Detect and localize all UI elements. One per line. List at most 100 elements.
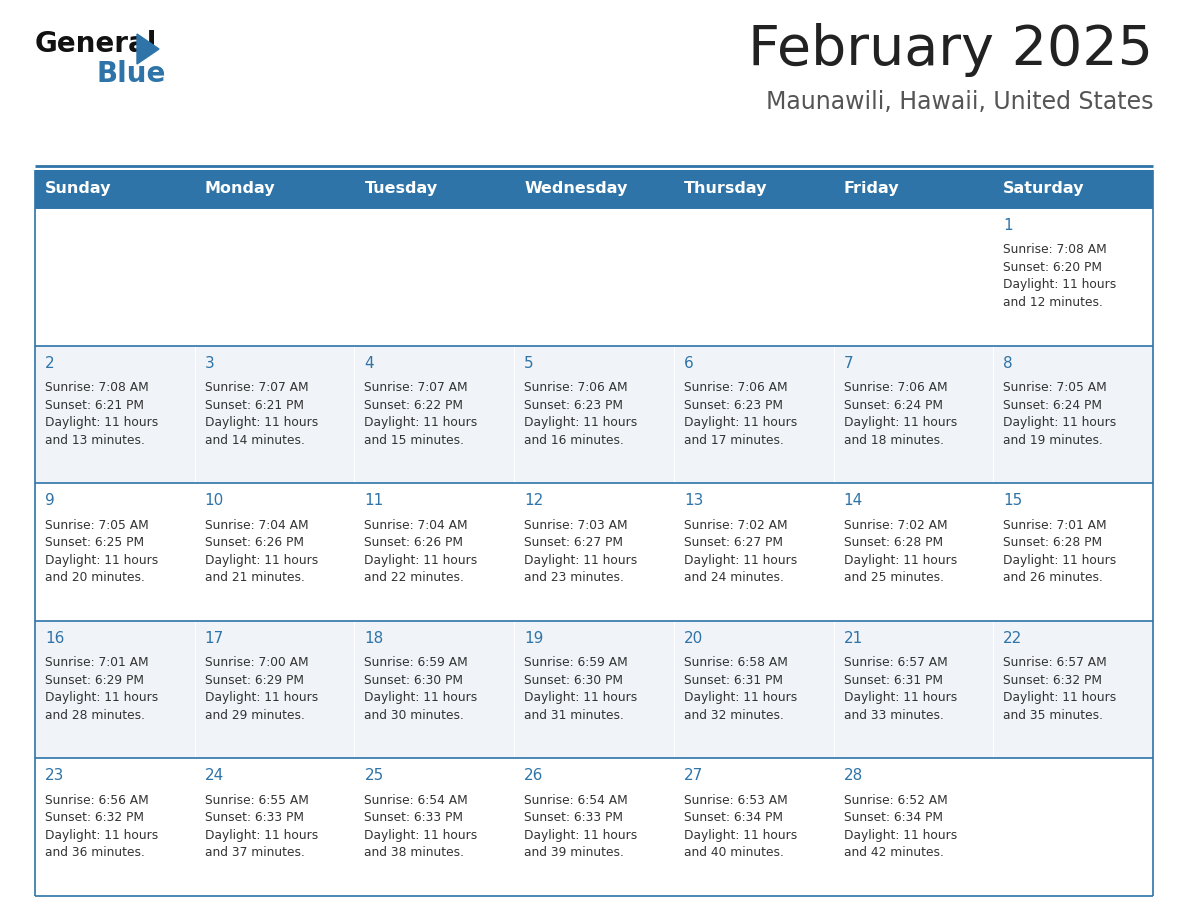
Text: Sunrise: 7:06 AM: Sunrise: 7:06 AM bbox=[524, 381, 627, 394]
Text: Sunrise: 7:01 AM: Sunrise: 7:01 AM bbox=[45, 656, 148, 669]
FancyBboxPatch shape bbox=[514, 208, 674, 345]
FancyBboxPatch shape bbox=[195, 208, 354, 345]
Text: and 24 minutes.: and 24 minutes. bbox=[684, 571, 784, 584]
Text: Sunset: 6:31 PM: Sunset: 6:31 PM bbox=[684, 674, 783, 687]
FancyBboxPatch shape bbox=[514, 621, 674, 758]
Text: Sunset: 6:30 PM: Sunset: 6:30 PM bbox=[365, 674, 463, 687]
Text: 23: 23 bbox=[45, 768, 64, 783]
Text: February 2025: February 2025 bbox=[748, 23, 1154, 77]
FancyBboxPatch shape bbox=[993, 208, 1154, 345]
FancyBboxPatch shape bbox=[834, 758, 993, 896]
Text: Daylight: 11 hours: Daylight: 11 hours bbox=[45, 829, 158, 842]
Text: Sunrise: 6:55 AM: Sunrise: 6:55 AM bbox=[204, 794, 309, 807]
Text: Daylight: 11 hours: Daylight: 11 hours bbox=[204, 416, 318, 429]
Text: Daylight: 11 hours: Daylight: 11 hours bbox=[365, 829, 478, 842]
Text: Sunrise: 7:08 AM: Sunrise: 7:08 AM bbox=[45, 381, 148, 394]
Text: and 16 minutes.: and 16 minutes. bbox=[524, 433, 624, 446]
Text: and 36 minutes.: and 36 minutes. bbox=[45, 846, 145, 859]
FancyBboxPatch shape bbox=[34, 621, 195, 758]
Text: and 13 minutes.: and 13 minutes. bbox=[45, 433, 145, 446]
Text: Monday: Monday bbox=[204, 182, 276, 196]
Text: Sunrise: 6:59 AM: Sunrise: 6:59 AM bbox=[524, 656, 628, 669]
Text: 18: 18 bbox=[365, 631, 384, 645]
FancyBboxPatch shape bbox=[514, 758, 674, 896]
Text: and 20 minutes.: and 20 minutes. bbox=[45, 571, 145, 584]
Text: and 42 minutes.: and 42 minutes. bbox=[843, 846, 943, 859]
Text: and 33 minutes.: and 33 minutes. bbox=[843, 709, 943, 722]
FancyBboxPatch shape bbox=[354, 483, 514, 621]
Text: Sunset: 6:23 PM: Sunset: 6:23 PM bbox=[684, 398, 783, 411]
Text: Daylight: 11 hours: Daylight: 11 hours bbox=[1004, 691, 1117, 704]
Text: Daylight: 11 hours: Daylight: 11 hours bbox=[45, 691, 158, 704]
Text: Sunday: Sunday bbox=[45, 182, 112, 196]
Text: Daylight: 11 hours: Daylight: 11 hours bbox=[204, 691, 318, 704]
Text: 14: 14 bbox=[843, 493, 862, 509]
Text: Sunrise: 7:07 AM: Sunrise: 7:07 AM bbox=[365, 381, 468, 394]
FancyBboxPatch shape bbox=[834, 345, 993, 483]
Text: Daylight: 11 hours: Daylight: 11 hours bbox=[365, 691, 478, 704]
Text: Daylight: 11 hours: Daylight: 11 hours bbox=[1004, 278, 1117, 292]
Text: Sunrise: 7:02 AM: Sunrise: 7:02 AM bbox=[684, 519, 788, 532]
FancyBboxPatch shape bbox=[993, 621, 1154, 758]
Text: 10: 10 bbox=[204, 493, 225, 509]
Text: and 30 minutes.: and 30 minutes. bbox=[365, 709, 465, 722]
FancyBboxPatch shape bbox=[834, 208, 993, 345]
FancyBboxPatch shape bbox=[993, 170, 1154, 208]
FancyBboxPatch shape bbox=[195, 170, 354, 208]
FancyBboxPatch shape bbox=[34, 483, 195, 621]
Text: Daylight: 11 hours: Daylight: 11 hours bbox=[45, 554, 158, 566]
Text: Sunrise: 7:03 AM: Sunrise: 7:03 AM bbox=[524, 519, 627, 532]
Text: 16: 16 bbox=[45, 631, 64, 645]
Text: Sunrise: 7:05 AM: Sunrise: 7:05 AM bbox=[45, 519, 148, 532]
Text: 15: 15 bbox=[1004, 493, 1023, 509]
Text: 24: 24 bbox=[204, 768, 225, 783]
Text: Daylight: 11 hours: Daylight: 11 hours bbox=[524, 554, 638, 566]
Text: Thursday: Thursday bbox=[684, 182, 767, 196]
Text: Sunset: 6:26 PM: Sunset: 6:26 PM bbox=[204, 536, 304, 549]
Text: Sunrise: 7:05 AM: Sunrise: 7:05 AM bbox=[1004, 381, 1107, 394]
Text: and 40 minutes.: and 40 minutes. bbox=[684, 846, 784, 859]
Text: and 21 minutes.: and 21 minutes. bbox=[204, 571, 304, 584]
FancyBboxPatch shape bbox=[514, 345, 674, 483]
Text: 4: 4 bbox=[365, 355, 374, 371]
Text: Daylight: 11 hours: Daylight: 11 hours bbox=[365, 416, 478, 429]
Text: Sunset: 6:34 PM: Sunset: 6:34 PM bbox=[684, 812, 783, 824]
Text: Sunset: 6:20 PM: Sunset: 6:20 PM bbox=[1004, 261, 1102, 274]
Text: Daylight: 11 hours: Daylight: 11 hours bbox=[1004, 416, 1117, 429]
Text: Sunset: 6:34 PM: Sunset: 6:34 PM bbox=[843, 812, 942, 824]
Text: 12: 12 bbox=[524, 493, 543, 509]
Text: and 18 minutes.: and 18 minutes. bbox=[843, 433, 943, 446]
Text: and 37 minutes.: and 37 minutes. bbox=[204, 846, 304, 859]
FancyBboxPatch shape bbox=[674, 621, 834, 758]
Text: 1: 1 bbox=[1004, 218, 1013, 233]
Text: 11: 11 bbox=[365, 493, 384, 509]
Polygon shape bbox=[137, 34, 159, 64]
Text: Sunset: 6:22 PM: Sunset: 6:22 PM bbox=[365, 398, 463, 411]
FancyBboxPatch shape bbox=[993, 483, 1154, 621]
Text: Sunrise: 7:02 AM: Sunrise: 7:02 AM bbox=[843, 519, 947, 532]
Text: Daylight: 11 hours: Daylight: 11 hours bbox=[843, 691, 956, 704]
Text: Sunrise: 6:52 AM: Sunrise: 6:52 AM bbox=[843, 794, 947, 807]
Text: 7: 7 bbox=[843, 355, 853, 371]
FancyBboxPatch shape bbox=[34, 758, 195, 896]
FancyBboxPatch shape bbox=[834, 170, 993, 208]
Text: Daylight: 11 hours: Daylight: 11 hours bbox=[843, 829, 956, 842]
FancyBboxPatch shape bbox=[34, 208, 195, 345]
FancyBboxPatch shape bbox=[674, 758, 834, 896]
Text: Sunrise: 6:53 AM: Sunrise: 6:53 AM bbox=[684, 794, 788, 807]
Text: 2: 2 bbox=[45, 355, 55, 371]
Text: Sunrise: 6:57 AM: Sunrise: 6:57 AM bbox=[1004, 656, 1107, 669]
Text: Sunset: 6:26 PM: Sunset: 6:26 PM bbox=[365, 536, 463, 549]
Text: 8: 8 bbox=[1004, 355, 1013, 371]
Text: Sunrise: 6:54 AM: Sunrise: 6:54 AM bbox=[524, 794, 628, 807]
Text: Sunset: 6:30 PM: Sunset: 6:30 PM bbox=[524, 674, 624, 687]
Text: Maunawili, Hawaii, United States: Maunawili, Hawaii, United States bbox=[765, 90, 1154, 114]
Text: 19: 19 bbox=[524, 631, 544, 645]
Text: Sunset: 6:25 PM: Sunset: 6:25 PM bbox=[45, 536, 144, 549]
Text: Sunset: 6:32 PM: Sunset: 6:32 PM bbox=[1004, 674, 1102, 687]
Text: Sunrise: 6:54 AM: Sunrise: 6:54 AM bbox=[365, 794, 468, 807]
Text: Sunset: 6:23 PM: Sunset: 6:23 PM bbox=[524, 398, 624, 411]
Text: Sunrise: 6:57 AM: Sunrise: 6:57 AM bbox=[843, 656, 947, 669]
FancyBboxPatch shape bbox=[354, 170, 514, 208]
Text: 9: 9 bbox=[45, 493, 55, 509]
